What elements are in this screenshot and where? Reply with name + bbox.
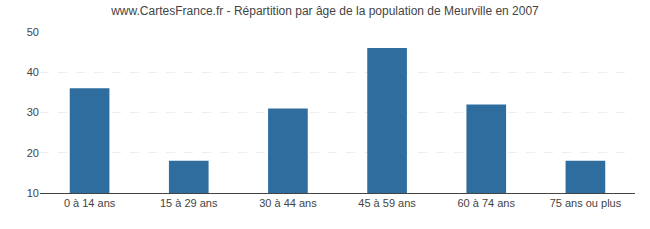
svg-text:50: 50: [27, 26, 39, 38]
svg-text:75 ans ou plus: 75 ans ou plus: [550, 197, 622, 209]
svg-text:30 à 44 ans: 30 à 44 ans: [259, 197, 317, 209]
svg-text:45 à 59 ans: 45 à 59 ans: [358, 197, 416, 209]
svg-text:www.CartesFrance.fr - Répartit: www.CartesFrance.fr - Répartition par âg…: [110, 4, 539, 18]
svg-text:60 à 74 ans: 60 à 74 ans: [458, 197, 516, 209]
svg-text:15 à 29 ans: 15 à 29 ans: [160, 197, 218, 209]
svg-text:10: 10: [27, 187, 39, 199]
svg-text:20: 20: [27, 147, 39, 159]
svg-text:0 à 14 ans: 0 à 14 ans: [64, 197, 116, 209]
svg-text:40: 40: [27, 66, 39, 78]
svg-text:30: 30: [27, 106, 39, 118]
